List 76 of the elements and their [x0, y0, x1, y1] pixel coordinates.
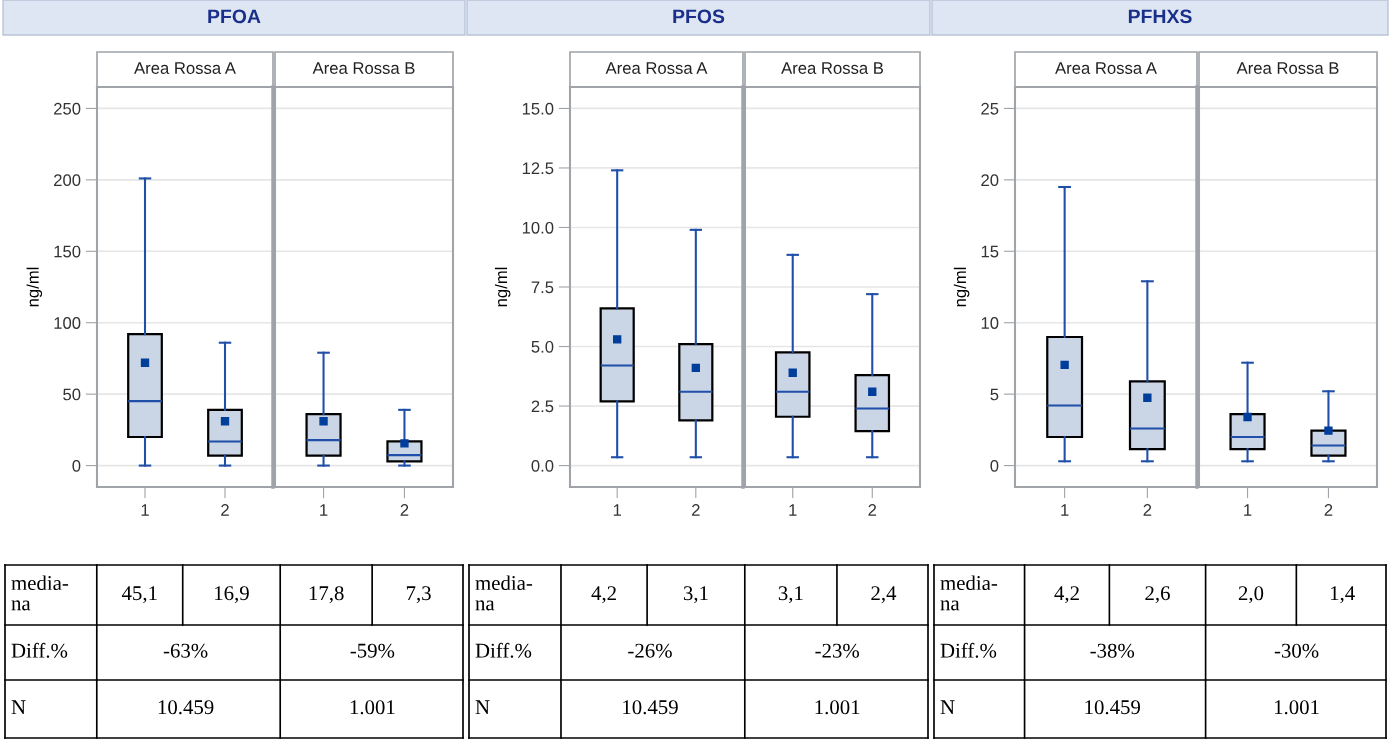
text: 1.001: [815, 700, 860, 715]
text: 10.459: [623, 700, 678, 715]
text: 4,2: [591, 586, 616, 604]
y-tick-label: 100: [54, 317, 81, 329]
x-tick-label: 2: [1324, 504, 1333, 516]
text: -26%: [628, 643, 672, 658]
text: media- na: [11, 575, 69, 611]
y-tick-label: 2.5: [531, 400, 554, 413]
x-tick-label: 1: [613, 504, 621, 516]
chart-title: PFOS: [673, 9, 725, 24]
y-axis-title: ng/ml: [494, 267, 511, 307]
text: N: [940, 700, 955, 715]
x-tick-label: 1: [1244, 504, 1252, 516]
y-tick-label: 25: [981, 102, 999, 115]
chart-subtitle: Area Rossa B: [312, 62, 415, 74]
text: N: [11, 700, 26, 715]
y-tick-label: 20: [981, 174, 999, 187]
chart-subtitle: Area Rossa B: [781, 62, 884, 74]
text: 17,8: [309, 586, 344, 604]
chart-title: PFHXS: [1128, 9, 1192, 24]
x-tick-label: 1: [320, 504, 328, 516]
text: -38%: [1090, 643, 1135, 658]
y-tick-label: 10: [981, 317, 999, 329]
x-tick-label: 2: [221, 504, 229, 516]
y-tick-label: 0.0: [531, 459, 554, 472]
text: 1,4: [1330, 586, 1355, 604]
text: 1.001: [1274, 700, 1319, 715]
y-tick-label: 250: [54, 102, 81, 115]
text: -59%: [350, 643, 395, 658]
text: 10.459: [1085, 700, 1141, 715]
y-tick-label: 0: [72, 459, 81, 472]
chart-subtitle: Area Rossa A: [134, 62, 236, 74]
x-tick-label: 2: [692, 504, 700, 516]
text: 45,1: [121, 586, 157, 604]
text: media- na: [940, 575, 998, 611]
chart-subtitle: Area Rossa A: [1055, 62, 1157, 74]
text: 4,2: [1054, 586, 1079, 604]
y-axis-title: ng/ml: [26, 267, 43, 307]
text: -30%: [1274, 643, 1319, 658]
text: Diff.%: [475, 642, 532, 658]
y-tick-label: 200: [54, 174, 81, 187]
text: 2,6: [1145, 586, 1170, 604]
y-tick-label: 5.0: [531, 340, 554, 353]
text: 2,4: [871, 586, 897, 604]
text: Diff.%: [11, 642, 68, 658]
chart-subtitle: Area Rossa B: [1236, 62, 1339, 74]
x-tick-label: 1: [789, 504, 797, 516]
x-tick-label: 1: [1061, 504, 1069, 516]
y-tick-label: 7.5: [531, 281, 554, 294]
x-tick-label: 2: [400, 504, 409, 516]
x-tick-label: 2: [1143, 504, 1152, 516]
y-tick-label: 150: [54, 245, 81, 258]
text: media- na: [475, 575, 533, 611]
y-tick-label: 50: [63, 388, 81, 401]
text: 3,1: [778, 586, 803, 604]
y-tick-label: 15.0: [522, 102, 554, 115]
text: 1.001: [350, 700, 395, 715]
y-tick-label: 5: [990, 388, 999, 401]
y-tick-label: 10.0: [522, 221, 554, 234]
chart-title: PFOA: [208, 9, 261, 24]
y-tick-label: 15: [981, 245, 999, 258]
x-tick-label: 2: [868, 504, 877, 516]
text: 3,1: [683, 586, 708, 604]
text: -63%: [163, 643, 208, 658]
y-tick-label: 12.5: [522, 162, 554, 175]
text: Diff.%: [940, 642, 997, 658]
chart-subtitle: Area Rossa A: [605, 62, 708, 74]
text: -23%: [815, 643, 860, 658]
text: 10.459: [158, 700, 214, 715]
x-tick-label: 1: [141, 504, 149, 516]
y-axis-title: ng/ml: [953, 267, 970, 307]
text: N: [475, 700, 490, 715]
text: 16,9: [215, 586, 249, 604]
text: 2,0: [1238, 586, 1264, 604]
y-tick-label: 0: [990, 459, 999, 472]
text: 7,3: [406, 586, 431, 604]
